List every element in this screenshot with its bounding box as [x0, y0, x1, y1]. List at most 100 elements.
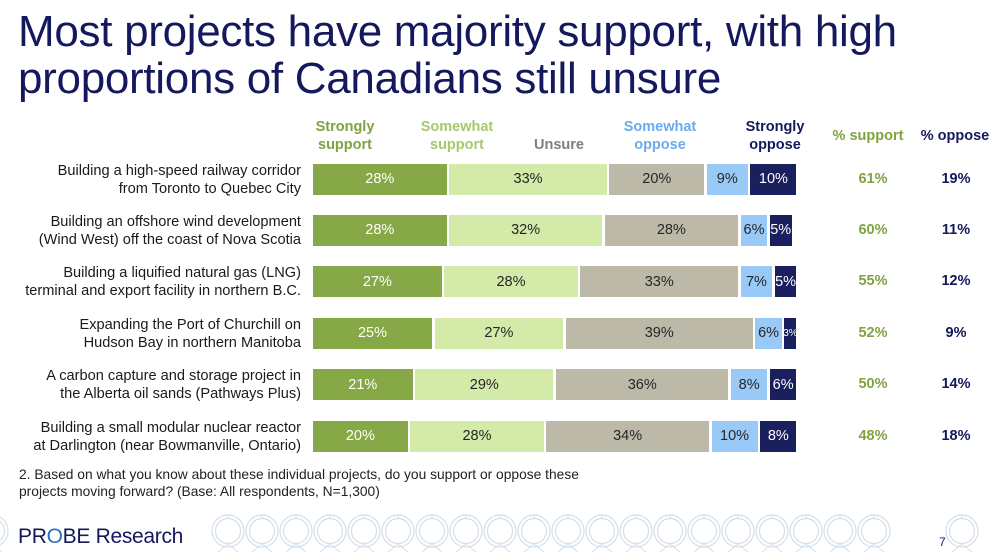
- pct-support-value: 55%: [858, 273, 888, 290]
- pct-support-value: 48%: [858, 427, 888, 444]
- bar-segment-somewhat-support: 28%: [444, 266, 578, 298]
- bar-value-label: 8%: [738, 376, 760, 393]
- pattern-ring: [313, 514, 347, 552]
- header-somewhat-oppose: Somewhat oppose: [623, 119, 697, 153]
- probe-research-logo: PROBE Research: [18, 525, 184, 548]
- bar-value-label: 20%: [345, 428, 375, 444]
- pattern-ring: [381, 514, 415, 552]
- pct-support-value: 50%: [858, 376, 888, 393]
- bar-value-label: 6%: [743, 222, 765, 239]
- pattern-ring: [245, 514, 279, 552]
- pct-oppose-value: 9%: [945, 324, 967, 341]
- pattern-ring: [483, 514, 517, 552]
- bar-value-label: 32%: [511, 222, 541, 239]
- bar-value-label: 6%: [758, 325, 780, 342]
- pct-oppose-value: 18%: [941, 427, 971, 444]
- header-unsure: Unsure: [534, 137, 584, 153]
- bar-segment-somewhat-support: 28%: [410, 420, 544, 452]
- bar-segment-somewhat-oppose: 8%: [730, 369, 768, 401]
- bar-value-label: 8%: [767, 428, 789, 444]
- bar-value-label: 27%: [362, 273, 392, 290]
- pattern-ring: [347, 514, 381, 552]
- bar-value-label: 20%: [642, 171, 672, 187]
- bar-value-label: 27%: [484, 325, 514, 342]
- bar-value-label: 28%: [365, 222, 395, 239]
- bar-value-label: 25%: [357, 325, 388, 342]
- pattern-ring: [415, 514, 449, 552]
- bar-segment-strongly-support: 20%: [313, 420, 408, 452]
- pattern-ring: [789, 514, 823, 552]
- pattern-ring: [857, 514, 891, 552]
- pattern-ring: [945, 514, 979, 552]
- pct-oppose-value: 11%: [941, 221, 971, 238]
- row-label: Building a liquified natural gas (LNG) te…: [25, 265, 301, 300]
- pattern-ring: [517, 514, 551, 552]
- bar-segment-unsure: 20%: [609, 163, 705, 195]
- bar-value-label: 10%: [758, 171, 788, 187]
- bar-segment-strongly-support: 21%: [313, 369, 413, 401]
- bar-segment-strongly-oppose: 10%: [750, 163, 797, 195]
- bar-value-label: 5%: [770, 222, 792, 239]
- footnote: 2. Based on what you know about these in…: [19, 467, 579, 499]
- bar-segment-strongly-oppose: 5%: [769, 214, 792, 246]
- bar-segment-strongly-support: 27%: [313, 266, 442, 298]
- pattern-ring: [823, 514, 857, 552]
- pattern-ring: [551, 514, 585, 552]
- bar-value-label: 7%: [745, 273, 767, 290]
- bar-segment-somewhat-oppose: 6%: [740, 214, 768, 246]
- bar-value-label: 33%: [644, 273, 674, 290]
- bar-value-label: 33%: [513, 171, 543, 187]
- bar-segment-somewhat-support: 27%: [434, 317, 564, 349]
- bar-segment-unsure: 36%: [556, 369, 729, 401]
- bar-value-label: 10%: [720, 428, 750, 444]
- header-somewhat-support: Somewhat support: [420, 119, 494, 153]
- bar-segment-somewhat-oppose: 6%: [755, 317, 782, 349]
- row-label: Expanding the Port of Churchill on Hudson…: [79, 316, 301, 351]
- pattern-ring: [721, 514, 755, 552]
- row-label: Building an offshore wind development (Wi…: [38, 213, 301, 248]
- header-strongly-support: Strongly support: [315, 119, 375, 153]
- bar-segment-strongly-oppose: 5%: [774, 266, 797, 298]
- header-strongly-oppose: Strongly oppose: [745, 119, 805, 153]
- bar-value-label: 3%: [784, 327, 796, 339]
- pct-support-value: 61%: [858, 170, 888, 187]
- bar-segment-strongly-oppose: 8%: [760, 420, 797, 452]
- pct-oppose-value: 12%: [941, 273, 971, 290]
- bar-value-label: 6%: [772, 376, 794, 393]
- bar-segment-somewhat-oppose: 10%: [711, 420, 758, 452]
- pattern-ring: [585, 514, 619, 552]
- bar-value-label: 39%: [644, 325, 674, 342]
- bar-segment-unsure: 28%: [604, 214, 739, 246]
- decorative-circle-pattern: [0, 514, 979, 552]
- bar-value-label: 28%: [462, 428, 492, 444]
- bar-segment-unsure: 34%: [546, 420, 709, 452]
- pct-oppose-value: 14%: [941, 376, 971, 393]
- bar-segment-unsure: 33%: [580, 266, 739, 298]
- bar-value-label: 21%: [348, 376, 378, 393]
- bar-segment-somewhat-oppose: 7%: [740, 266, 773, 298]
- pattern-ring: [211, 514, 245, 552]
- pattern-ring: [619, 514, 653, 552]
- pct-support-value: 52%: [858, 324, 888, 341]
- bar-segment-strongly-support: 28%: [313, 163, 447, 195]
- row-label: Building a small modular nuclear reactor…: [33, 419, 301, 454]
- bar-value-label: 9%: [716, 171, 738, 187]
- bar-value-label: 28%: [365, 171, 395, 187]
- bar-segment-strongly-support: 25%: [313, 317, 432, 349]
- pattern-ring: [755, 514, 789, 552]
- bar-segment-strongly-support: 28%: [313, 214, 447, 246]
- pct-support-value: 60%: [858, 221, 888, 238]
- bar-value-label: 28%: [496, 273, 526, 290]
- pattern-ring: [653, 514, 687, 552]
- row-label: Building a high-speed railway corridor fr…: [57, 162, 301, 197]
- bar-segment-somewhat-support: 32%: [449, 214, 603, 246]
- pattern-ring: [449, 514, 483, 552]
- bar-value-label: 36%: [627, 376, 657, 393]
- bar-segment-somewhat-support: 29%: [415, 369, 554, 401]
- pct-oppose-value: 19%: [941, 170, 971, 187]
- pattern-ring: [279, 514, 313, 552]
- bar-value-label: 28%: [656, 222, 686, 239]
- row-label: A carbon capture and storage project in t…: [46, 368, 301, 403]
- bar-segment-somewhat-oppose: 9%: [706, 163, 748, 195]
- header-pct-oppose: % oppose: [920, 128, 990, 144]
